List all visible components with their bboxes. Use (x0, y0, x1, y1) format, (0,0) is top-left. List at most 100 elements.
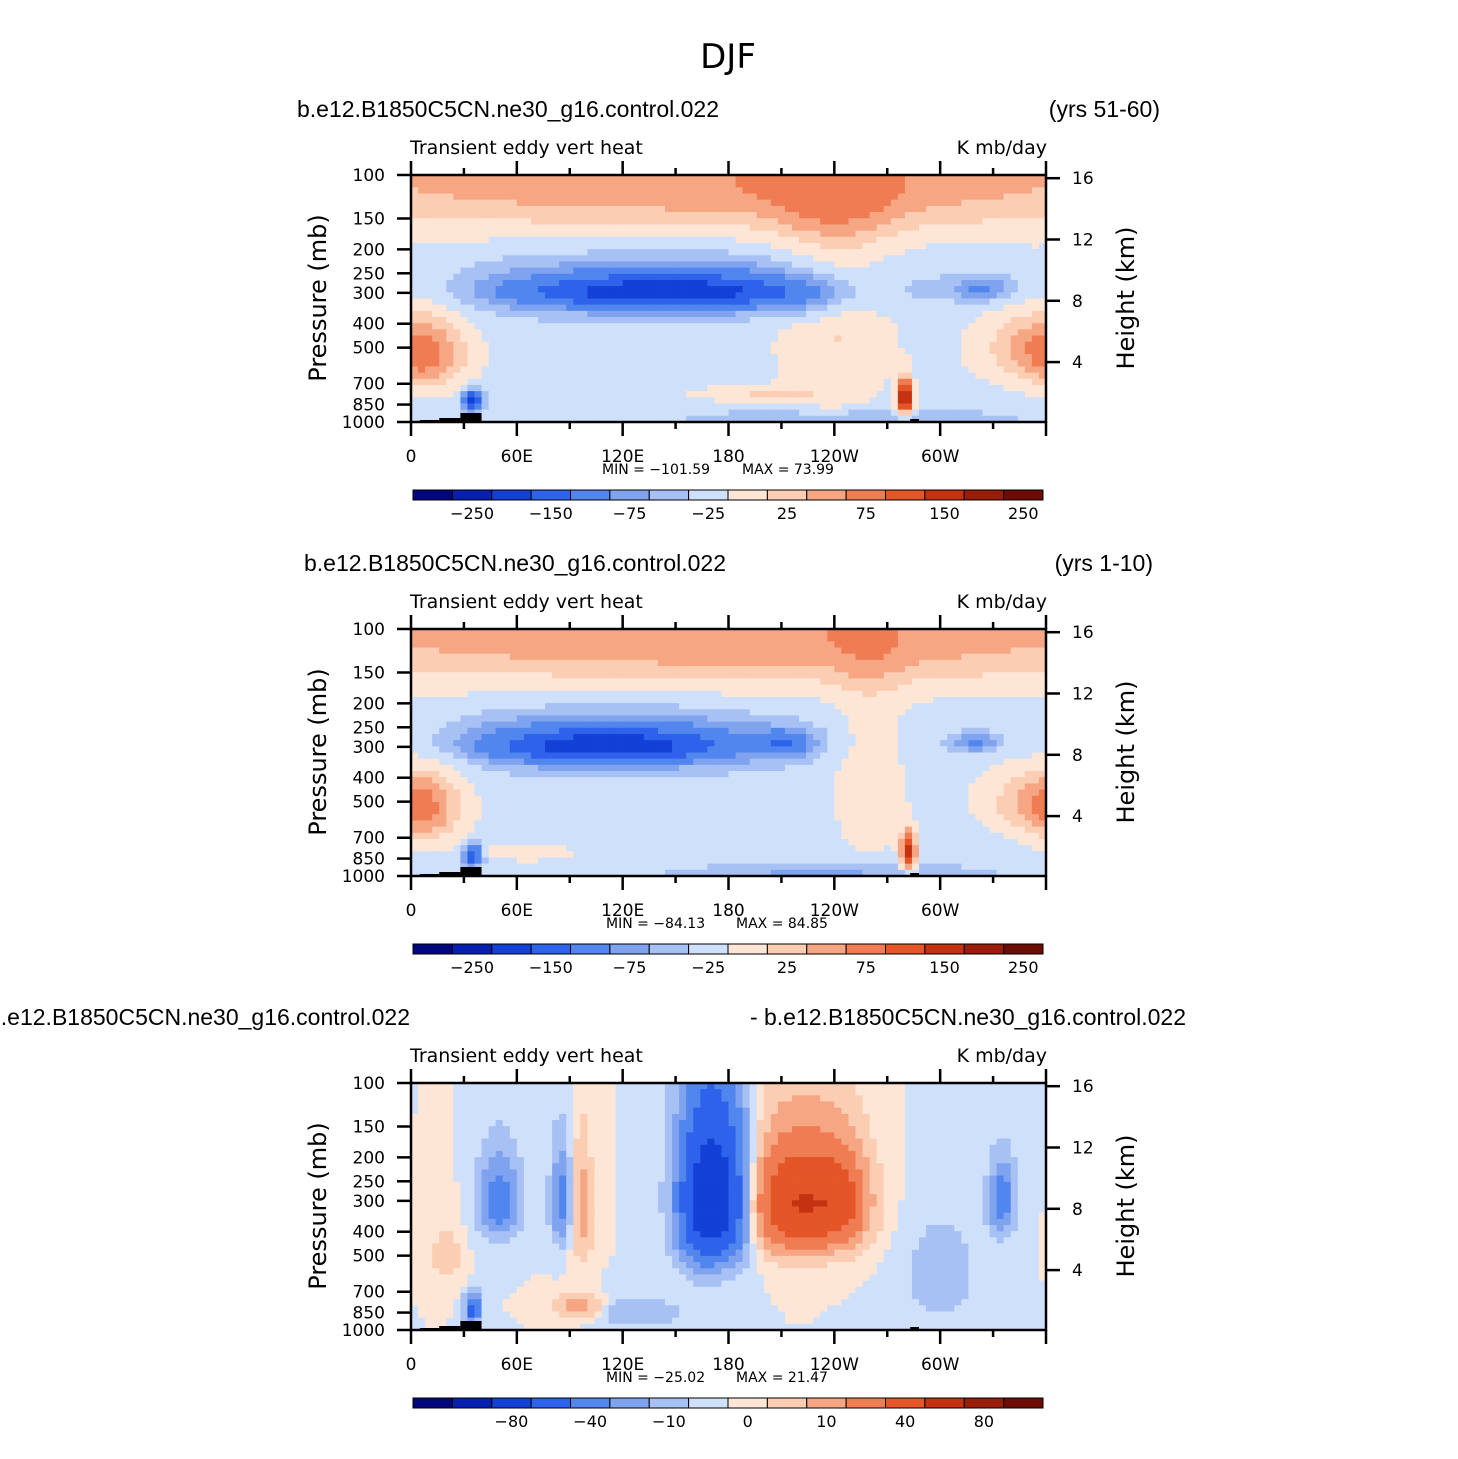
contour-cell (418, 205, 426, 213)
contour-cell (622, 310, 631, 318)
contour-cell (911, 310, 920, 318)
contour-cell (580, 391, 588, 398)
contour-cell (686, 249, 694, 256)
colorbar-label: 250 (1008, 504, 1039, 523)
contour-cell (481, 384, 490, 392)
contour-cell (545, 653, 553, 661)
contour-cell (587, 409, 596, 417)
contour-cell (636, 384, 645, 392)
contour-cell (904, 391, 913, 398)
contour-cell (495, 403, 504, 411)
contour-cell (439, 354, 447, 361)
contour-cell (961, 205, 969, 213)
contour-cell (1031, 672, 1040, 679)
contour-cell (982, 659, 991, 667)
contour-cell (820, 187, 828, 195)
contour-cell (693, 341, 701, 349)
contour-cell (876, 372, 885, 380)
contour-cell (460, 709, 469, 717)
contour-cell (636, 347, 645, 355)
contour-cell (996, 205, 1005, 213)
contour-cell (601, 709, 610, 717)
contour-cell (855, 341, 864, 349)
contour-cell (813, 267, 821, 275)
contour-cell (749, 384, 758, 392)
contour-cell (495, 690, 504, 698)
contour-cell (636, 236, 645, 244)
contour-cell (615, 415, 624, 422)
contour-cell (460, 323, 469, 330)
contour-cell (919, 635, 927, 642)
contour-cell (1031, 335, 1040, 343)
contour-cell (820, 360, 828, 368)
contour-cell (827, 403, 835, 411)
contour-cell (601, 199, 610, 207)
contour-cell (629, 354, 638, 361)
contour-cell (1010, 255, 1019, 263)
contour-cell (418, 709, 426, 717)
contour-cell (890, 684, 899, 692)
contour-cell (904, 249, 913, 256)
contour-cell (650, 273, 659, 281)
contour-cell (841, 249, 850, 256)
contour-cell (601, 193, 610, 201)
contour-cell (657, 304, 666, 312)
contour-cell (890, 267, 899, 275)
contour-cell (700, 205, 708, 213)
contour-cell (1003, 703, 1012, 710)
contour-cell (862, 212, 871, 219)
contour-cell (989, 641, 998, 649)
contour-cell (926, 397, 934, 405)
contour-cell (425, 329, 433, 337)
contour-cell (975, 384, 984, 392)
contour-cell (770, 666, 779, 673)
contour-cell (411, 366, 419, 374)
contour-cell (975, 366, 984, 374)
contour-cell (1024, 236, 1033, 244)
contour-cell (1024, 629, 1033, 636)
contour-cell (841, 666, 850, 673)
contour-cell (439, 341, 447, 349)
contour-cell (1038, 366, 1046, 374)
contour-cell (890, 292, 899, 300)
contour-cell (580, 304, 588, 312)
contour-cell (580, 249, 588, 256)
contour-cell (897, 286, 906, 293)
contour-cell (686, 703, 694, 710)
contour-cell (481, 224, 490, 232)
contour-cell (502, 384, 511, 392)
contour-cell (968, 273, 977, 281)
contour-cell (516, 273, 525, 281)
contour-cell (897, 317, 906, 324)
contour-cell (1031, 690, 1040, 698)
contour-cell (742, 647, 751, 655)
contour-cell (665, 212, 673, 219)
contour-cell (813, 230, 821, 238)
contour-cell (1031, 224, 1040, 232)
contour-cell (615, 635, 624, 642)
contour-cell (615, 310, 624, 318)
contour-cell (961, 672, 969, 679)
contour-cell (989, 709, 998, 717)
contour-cell (911, 678, 920, 686)
x-tick-label: 120W (810, 447, 859, 467)
contour-cell (806, 629, 814, 636)
contour-cell (989, 329, 998, 337)
contour-cell (763, 690, 772, 698)
contour-cell (777, 212, 786, 219)
contour-cell (530, 397, 539, 405)
contour-cell (799, 273, 807, 281)
contour-cell (650, 249, 659, 256)
contour-cell (453, 181, 461, 188)
contour-cell (566, 236, 574, 244)
contour-cell (516, 659, 525, 667)
contour-cell (954, 659, 962, 667)
contour-cell (1031, 372, 1040, 380)
contour-cell (573, 236, 581, 244)
contour-cell (728, 335, 737, 343)
contour-cell (806, 409, 814, 417)
contour-cell (728, 199, 737, 207)
contour-cell (777, 249, 786, 256)
contour-cell (446, 279, 454, 287)
contour-cell (714, 193, 723, 201)
